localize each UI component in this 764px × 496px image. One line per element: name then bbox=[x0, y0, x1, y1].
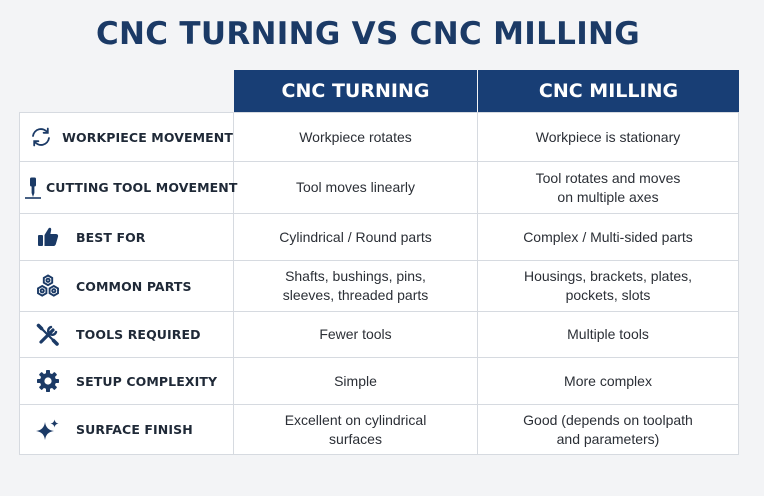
row-label-cell: COMMON PARTS bbox=[20, 261, 234, 311]
milling-cell: Housings, brackets, plates, pockets, slo… bbox=[523, 268, 693, 303]
turning-cell: Shafts, bushings, pins, sleeves, threade… bbox=[234, 261, 478, 311]
table-row: SETUP COMPLEXITY Simple More complex bbox=[20, 357, 738, 404]
row-label-cell: TOOLS REQUIRED bbox=[20, 312, 234, 357]
row-label: SURFACE FINISH bbox=[76, 422, 193, 437]
milling-cell: Good (depends on toolpath and parameters… bbox=[523, 411, 693, 447]
turning-cell: Workpiece rotates bbox=[234, 113, 478, 161]
row-label: CUTTING TOOL MOVEMENT bbox=[46, 180, 238, 195]
row-label-cell: SETUP COMPLEXITY bbox=[20, 358, 234, 404]
milling-cell: Tool rotates and moves on multiple axes bbox=[535, 169, 681, 205]
table-row: CUTTING TOOL MOVEMENT Tool moves linearl… bbox=[20, 161, 738, 213]
thumbs-up-icon bbox=[20, 224, 76, 250]
milling-cell: Workpiece is stationary bbox=[535, 128, 681, 145]
cutting-tool-icon bbox=[20, 175, 46, 201]
column-header-turning: CNC TURNING bbox=[234, 70, 477, 112]
row-label: SETUP COMPLEXITY bbox=[76, 373, 218, 389]
row-label: BEST FOR bbox=[76, 229, 146, 245]
turning-cell: Simple bbox=[234, 358, 478, 404]
table-row: WORKPIECE MOVEMENT Workpiece rotates Wor… bbox=[20, 113, 738, 161]
comparison-table: WORKPIECE MOVEMENT Workpiece rotates Wor… bbox=[19, 112, 739, 455]
turning-cell: Excellent on cylindrical surfaces bbox=[234, 405, 478, 454]
column-header-milling: CNC MILLING bbox=[478, 70, 739, 112]
turning-cell: Fewer tools bbox=[234, 312, 478, 357]
rotate-arrows-icon bbox=[20, 124, 62, 150]
milling-cell: Complex / Multi-sided parts bbox=[523, 228, 693, 245]
row-label: WORKPIECE MOVEMENT bbox=[62, 129, 233, 145]
row-label: TOOLS REQUIRED bbox=[76, 327, 201, 342]
table-row: BEST FOR Cylindrical / Round parts Compl… bbox=[20, 213, 738, 260]
table-row: TOOLS REQUIRED Fewer tools Multiple tool… bbox=[20, 311, 738, 357]
milling-cell: Multiple tools bbox=[567, 326, 649, 342]
row-label: COMMON PARTS bbox=[76, 278, 192, 294]
page-title: CNC TURNING VS CNC MILLING bbox=[95, 16, 641, 52]
sparkle-icon bbox=[20, 417, 76, 443]
table-row: COMMON PARTS Shafts, bushings, pins, sle… bbox=[20, 260, 738, 311]
row-label-cell: BEST FOR bbox=[20, 214, 234, 260]
turning-cell: Cylindrical / Round parts bbox=[234, 214, 478, 260]
gear-icon bbox=[20, 368, 76, 394]
row-label-cell: WORKPIECE MOVEMENT bbox=[20, 113, 234, 161]
milling-cell: More complex bbox=[564, 372, 652, 389]
table-row: SURFACE FINISH Excellent on cylindrical … bbox=[20, 404, 738, 454]
row-label-cell: CUTTING TOOL MOVEMENT bbox=[20, 162, 237, 213]
turning-cell: Tool moves linearly bbox=[234, 162, 478, 213]
hex-nuts-icon bbox=[20, 273, 76, 299]
row-label-cell: SURFACE FINISH bbox=[20, 405, 234, 454]
wrench-screwdriver-icon bbox=[20, 322, 76, 348]
